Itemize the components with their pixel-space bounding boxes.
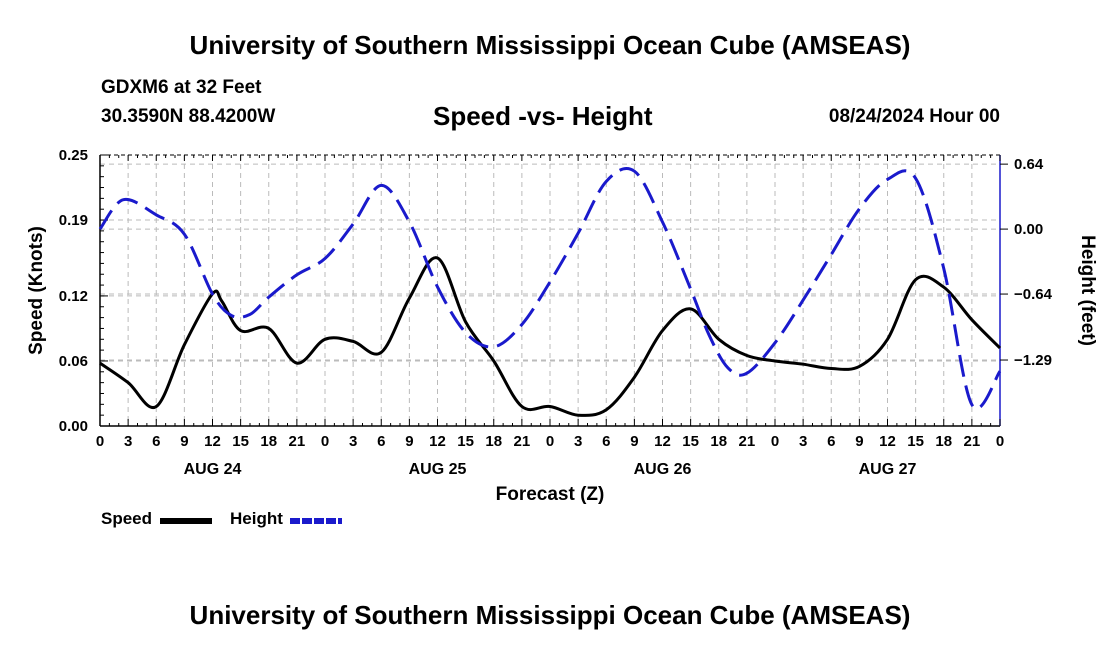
legend-height-swatch — [290, 518, 342, 524]
x-tick-label: 9 — [630, 433, 638, 450]
bottom-title: University of Southern Mississippi Ocean… — [189, 600, 911, 630]
x-tick-label: 0 — [96, 433, 104, 450]
x-tick-label: 6 — [602, 433, 610, 450]
x-date-label: AUG 24 — [184, 461, 242, 478]
x-tick-label: 3 — [574, 433, 582, 450]
x-tick-label: 18 — [260, 433, 277, 450]
x-tick-label: 9 — [855, 433, 863, 450]
y-tick-label-left: 0.25 — [59, 147, 88, 164]
x-tick-label: 15 — [457, 433, 474, 450]
y-tick-label-right: −1.29 — [1014, 352, 1052, 369]
x-tick-label: 12 — [879, 433, 896, 450]
top-title: University of Southern Mississippi Ocean… — [189, 30, 911, 60]
x-tick-label: 9 — [180, 433, 188, 450]
x-tick-label: 15 — [232, 433, 249, 450]
y-tick-label-left: 0.12 — [59, 288, 88, 305]
x-tick-label: 3 — [349, 433, 357, 450]
series-height-line — [98, 167, 1002, 410]
x-tick-label: 0 — [996, 433, 1004, 450]
legend-speed-label: Speed — [101, 509, 153, 528]
x-tick-label: 18 — [935, 433, 952, 450]
x-tick-label: 12 — [429, 433, 446, 450]
y-axis-title-right: Height (feet) — [1077, 235, 1098, 346]
x-tick-label: 21 — [514, 433, 531, 450]
x-tick-label: 12 — [654, 433, 671, 450]
x-axis-title: Forecast (Z) — [496, 484, 605, 505]
y-tick-label-right: 0.64 — [1014, 156, 1044, 173]
x-tick-label: 15 — [907, 433, 924, 450]
station-coordinates: 30.3590N 88.4200W — [101, 106, 276, 127]
y-tick-label-left: 0.06 — [59, 353, 88, 370]
x-tick-label: 0 — [321, 433, 329, 450]
x-tick-label: 21 — [739, 433, 756, 450]
x-tick-label: 6 — [827, 433, 835, 450]
y-tick-label-right: 0.00 — [1014, 221, 1043, 238]
x-tick-label: 21 — [289, 433, 306, 450]
legend-height-label: Height — [230, 509, 283, 528]
y-tick-label-left: 0.00 — [59, 418, 88, 435]
y-axis-title-left: Speed (Knots) — [26, 226, 47, 355]
x-date-label: AUG 25 — [409, 461, 467, 478]
station-name: GDXM6 at 32 Feet — [101, 77, 262, 98]
x-tick-label: 18 — [485, 433, 502, 450]
x-tick-label: 6 — [152, 433, 160, 450]
x-tick-label: 3 — [124, 433, 132, 450]
x-tick-label: 0 — [546, 433, 554, 450]
y-tick-label-left: 0.19 — [59, 212, 88, 229]
x-tick-label: 0 — [771, 433, 779, 450]
x-tick-label: 9 — [405, 433, 413, 450]
x-date-label: AUG 27 — [859, 461, 917, 478]
x-tick-label: 15 — [682, 433, 699, 450]
x-tick-label: 18 — [710, 433, 727, 450]
legend-speed-swatch — [160, 518, 212, 524]
x-tick-label: 12 — [204, 433, 221, 450]
y-tick-label-right: −0.64 — [1014, 286, 1053, 303]
forecast-datetime: 08/24/2024 Hour 00 — [828, 106, 1000, 127]
x-tick-label: 6 — [377, 433, 385, 450]
x-date-label: AUG 26 — [634, 461, 692, 478]
x-tick-label: 3 — [799, 433, 807, 450]
x-tick-label: 21 — [964, 433, 981, 450]
chart-title: Speed -vs- Height — [433, 101, 653, 131]
